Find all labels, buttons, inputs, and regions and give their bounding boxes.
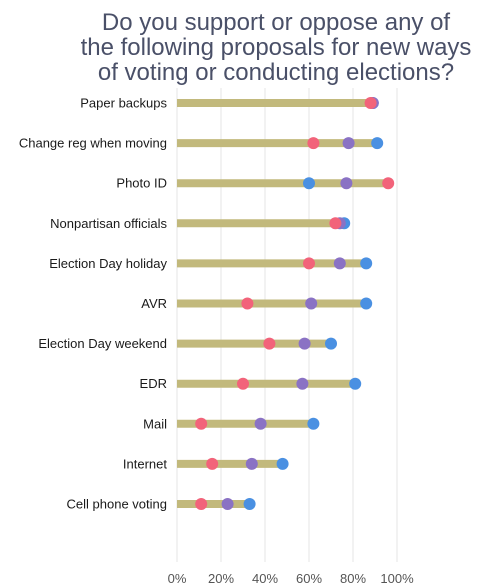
chart-title-line-2: the following proposals for new ways	[80, 34, 472, 61]
x-tick-label-20: 20%	[208, 571, 234, 586]
point-internet-series-0	[276, 457, 289, 470]
point-election-day-holiday-series-0	[360, 257, 373, 270]
point-election-day-weekend-series-2	[263, 337, 276, 350]
point-avr-series-0	[360, 297, 373, 310]
chart-title-line-3: of voting or conducting elections?	[97, 59, 455, 86]
point-mail-series-2	[195, 417, 208, 430]
point-change-reg-when-moving-series-1	[342, 137, 355, 150]
category-label-election-day-holiday: Election Day holiday	[49, 256, 167, 271]
category-label-avr: AVR	[141, 296, 167, 311]
x-tick-label-80: 80%	[340, 571, 366, 586]
point-mail-series-1	[254, 417, 267, 430]
point-avr-series-2	[241, 297, 254, 310]
point-nonpartisan-officials-series-2	[329, 217, 342, 230]
category-label-internet: Internet	[123, 456, 167, 471]
point-photo-id-series-1	[340, 177, 353, 190]
point-paper-backups-series-2	[364, 97, 377, 109]
point-change-reg-when-moving-series-2	[307, 137, 320, 150]
category-label-paper-backups: Paper backups	[80, 96, 167, 111]
category-label-cell-phone-voting: Cell phone voting	[67, 497, 167, 512]
point-election-day-holiday-series-2	[303, 257, 315, 270]
point-edr-series-1	[296, 377, 309, 390]
category-label-edr: EDR	[140, 376, 167, 391]
point-cell-phone-voting-series-2	[195, 498, 208, 510]
chart-title-line-1: Do you support or oppose any of	[101, 9, 451, 36]
point-election-day-weekend-series-1	[298, 337, 311, 350]
point-photo-id-series-2	[382, 177, 395, 190]
point-edr-series-2	[237, 377, 249, 390]
point-mail-series-0	[307, 417, 320, 430]
point-election-day-holiday-series-1	[333, 257, 346, 270]
point-cell-phone-voting-series-0	[243, 498, 256, 510]
point-change-reg-when-moving-series-0	[371, 137, 384, 150]
category-label-mail: Mail	[143, 416, 167, 431]
point-edr-series-0	[349, 377, 362, 390]
point-internet-series-1	[245, 457, 258, 470]
point-cell-phone-voting-series-1	[221, 498, 234, 510]
point-election-day-weekend-series-0	[325, 337, 337, 350]
point-avr-series-1	[305, 297, 318, 310]
point-internet-series-2	[206, 457, 219, 470]
x-tick-label-0: 0%	[168, 571, 187, 586]
category-label-nonpartisan-officials: Nonpartisan officials	[50, 216, 167, 231]
category-label-election-day-weekend: Election Day weekend	[38, 336, 167, 351]
x-tick-label-60: 60%	[296, 571, 322, 586]
x-tick-label-100: 100%	[380, 571, 414, 586]
category-label-photo-id: Photo ID	[116, 176, 167, 191]
chart-title: Do you support or oppose any of the foll…	[60, 10, 492, 85]
x-tick-label-40: 40%	[252, 571, 278, 586]
point-photo-id-series-0	[303, 177, 315, 190]
category-label-change-reg-when-moving: Change reg when moving	[19, 136, 167, 151]
